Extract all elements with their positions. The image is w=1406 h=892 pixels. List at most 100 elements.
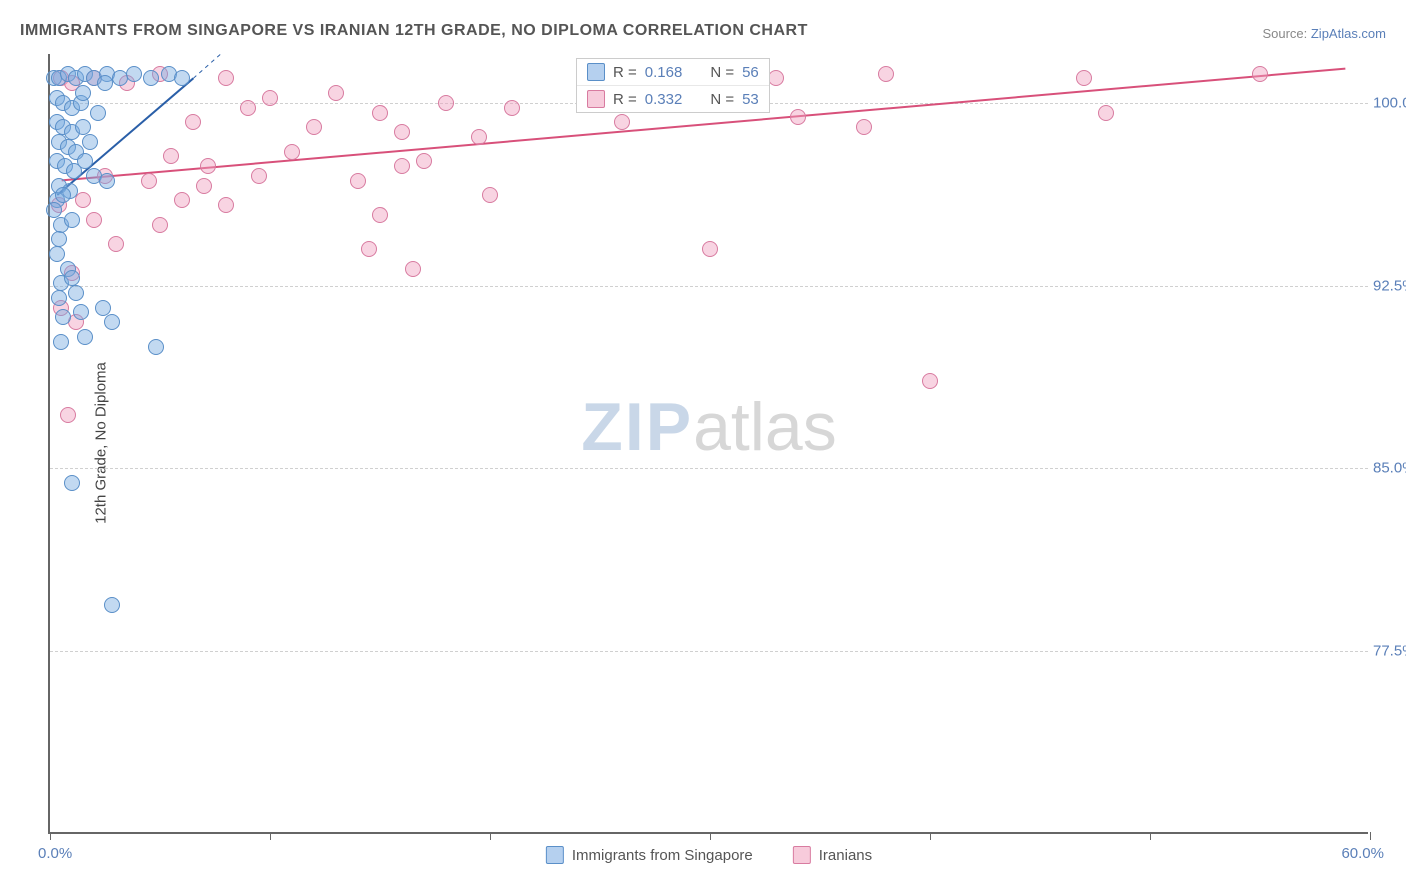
data-point — [143, 70, 159, 86]
watermark: ZIPatlas — [581, 388, 836, 466]
data-point — [856, 119, 872, 135]
data-point — [350, 173, 366, 189]
data-point — [174, 70, 190, 86]
data-point — [218, 70, 234, 86]
gridline — [50, 286, 1368, 287]
legend: Immigrants from Singapore Iranians — [546, 846, 872, 864]
data-point — [53, 334, 69, 350]
n-label: N = — [710, 91, 734, 108]
y-tick-label: 92.5% — [1373, 277, 1406, 294]
gridline — [50, 651, 1368, 652]
data-point — [405, 261, 421, 277]
correlation-row-b: R = 0.332 N = 53 — [577, 85, 769, 112]
data-point — [768, 70, 784, 86]
data-point — [77, 153, 93, 169]
data-point — [372, 105, 388, 121]
data-point — [97, 75, 113, 91]
x-tick — [270, 832, 271, 840]
data-point — [108, 236, 124, 252]
data-point — [51, 290, 67, 306]
data-point — [75, 119, 91, 135]
data-point — [922, 373, 938, 389]
data-point — [471, 129, 487, 145]
data-point — [90, 105, 106, 121]
data-point — [416, 153, 432, 169]
x-tick — [490, 832, 491, 840]
data-point — [196, 178, 212, 194]
n-value-a: 56 — [742, 64, 759, 81]
x-tick — [1150, 832, 1151, 840]
data-point — [51, 231, 67, 247]
data-point — [126, 66, 142, 82]
data-point — [394, 124, 410, 140]
source-link[interactable]: ZipAtlas.com — [1311, 26, 1386, 41]
data-point — [251, 168, 267, 184]
watermark-atlas: atlas — [693, 389, 837, 465]
data-point — [141, 173, 157, 189]
data-point — [68, 285, 84, 301]
data-point — [306, 119, 322, 135]
data-point — [1098, 105, 1114, 121]
r-value-a: 0.168 — [645, 64, 683, 81]
data-point — [702, 241, 718, 257]
data-point — [185, 114, 201, 130]
y-tick-label: 100.0% — [1373, 94, 1406, 111]
x-tick-label-max: 60.0% — [1341, 845, 1384, 862]
y-tick-label: 85.0% — [1373, 460, 1406, 477]
x-tick — [1370, 832, 1371, 840]
data-point — [104, 597, 120, 613]
legend-item-b: Iranians — [793, 846, 872, 864]
legend-swatch-b-icon — [793, 846, 811, 864]
x-tick — [930, 832, 931, 840]
data-point — [99, 173, 115, 189]
data-point — [104, 314, 120, 330]
data-point — [614, 114, 630, 130]
correlation-row-a: R = 0.168 N = 56 — [577, 59, 769, 85]
data-point — [200, 158, 216, 174]
data-point — [240, 100, 256, 116]
legend-swatch-a-icon — [546, 846, 564, 864]
data-point — [55, 309, 71, 325]
data-point — [55, 187, 71, 203]
source-label: Source: — [1262, 26, 1310, 41]
x-tick-label-min: 0.0% — [38, 845, 72, 862]
data-point — [372, 207, 388, 223]
data-point — [64, 270, 80, 286]
gridline — [50, 468, 1368, 469]
data-point — [77, 329, 93, 345]
swatch-b-icon — [587, 90, 605, 108]
data-point — [790, 109, 806, 125]
data-point — [152, 217, 168, 233]
x-tick — [710, 832, 711, 840]
trend-lines — [50, 54, 1368, 832]
data-point — [64, 475, 80, 491]
chart-title: IMMIGRANTS FROM SINGAPORE VS IRANIAN 12T… — [20, 22, 808, 40]
legend-label-a: Immigrants from Singapore — [572, 847, 753, 864]
data-point — [361, 241, 377, 257]
data-point — [46, 202, 62, 218]
data-point — [86, 212, 102, 228]
data-point — [75, 192, 91, 208]
data-point — [878, 66, 894, 82]
watermark-zip: ZIP — [581, 389, 693, 465]
data-point — [1076, 70, 1092, 86]
data-point — [75, 85, 91, 101]
r-label: R = — [613, 64, 637, 81]
data-point — [148, 339, 164, 355]
source-attribution: Source: ZipAtlas.com — [1262, 26, 1386, 41]
data-point — [174, 192, 190, 208]
r-value-b: 0.332 — [645, 91, 683, 108]
y-tick-label: 77.5% — [1373, 643, 1406, 660]
data-point — [328, 85, 344, 101]
plot-area: 12th Grade, No Diploma ZIPatlas 77.5%85.… — [48, 54, 1368, 834]
data-point — [482, 187, 498, 203]
data-point — [60, 407, 76, 423]
data-point — [95, 300, 111, 316]
data-point — [49, 246, 65, 262]
r-label: R = — [613, 91, 637, 108]
data-point — [1252, 66, 1268, 82]
y-axis-title: 12th Grade, No Diploma — [92, 362, 109, 524]
n-value-b: 53 — [742, 91, 759, 108]
correlation-box: R = 0.168 N = 56 R = 0.332 N = 53 — [576, 58, 770, 113]
data-point — [394, 158, 410, 174]
